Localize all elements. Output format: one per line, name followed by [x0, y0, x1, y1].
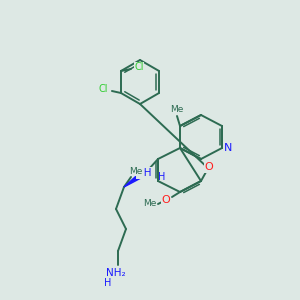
Text: Me: Me: [170, 106, 184, 115]
Text: Me: Me: [129, 167, 143, 176]
Text: Me: Me: [143, 200, 157, 208]
Text: H: H: [158, 172, 166, 182]
Text: Cl: Cl: [98, 84, 108, 94]
Text: Cl: Cl: [134, 62, 144, 72]
Polygon shape: [124, 170, 146, 187]
Text: H: H: [104, 278, 112, 288]
Text: O: O: [205, 162, 213, 172]
Text: N: N: [224, 143, 232, 153]
Text: O: O: [162, 195, 170, 205]
Text: NH₂: NH₂: [106, 268, 126, 278]
Text: NH: NH: [136, 168, 152, 178]
